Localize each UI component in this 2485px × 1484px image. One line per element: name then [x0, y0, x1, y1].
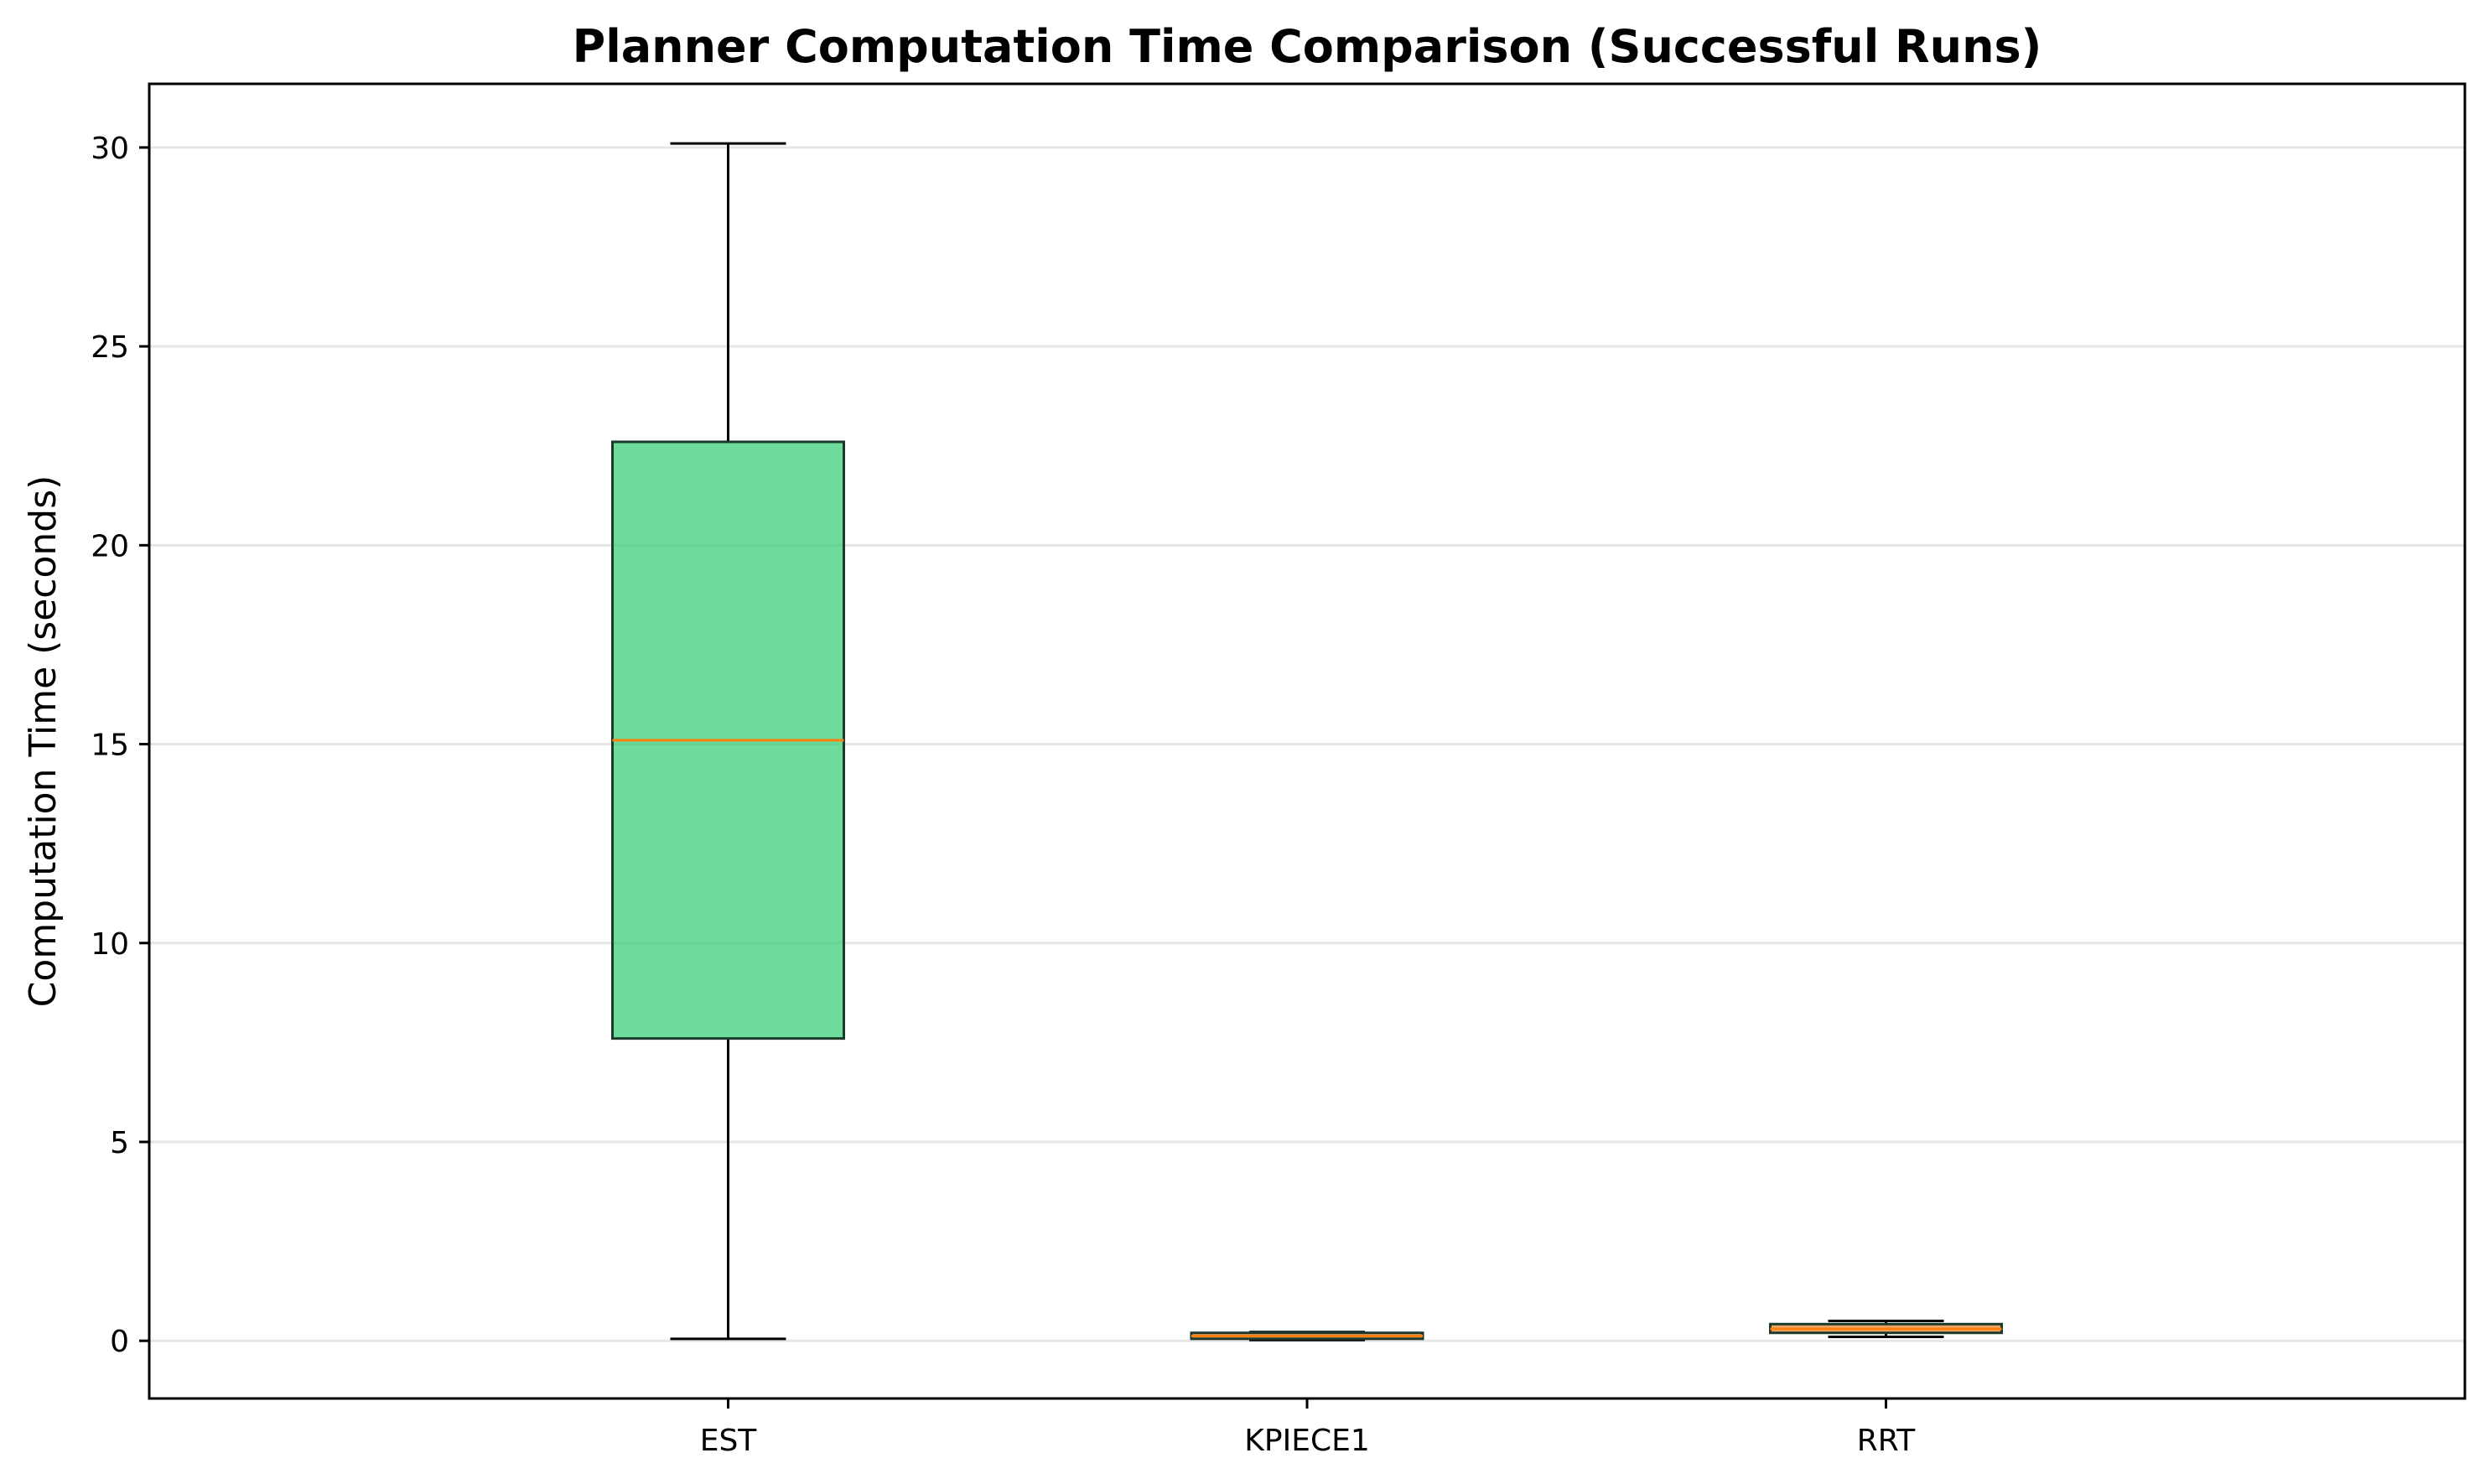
box-est	[611, 142, 845, 1341]
y-tick-label-30: 30	[91, 132, 129, 166]
y-tick-label-25: 25	[91, 330, 129, 365]
y-tick-label-20: 20	[91, 529, 129, 563]
y-tick-label-0: 0	[110, 1325, 129, 1359]
y-tick-label-5: 5	[110, 1126, 129, 1160]
x-tick-label-kpiece1: KPIECE1	[1244, 1424, 1369, 1458]
y-tick-label-10: 10	[91, 927, 129, 962]
plot-frame	[148, 82, 2467, 1400]
x-tick-label-est: EST	[700, 1424, 758, 1458]
grid-lines	[149, 146, 2465, 1342]
box-rrt	[1769, 1319, 2003, 1338]
x-axis-ticks: EST KPIECE1 RRT	[700, 1398, 1916, 1458]
box-plots	[611, 142, 2003, 1341]
chart-title: Planner Computation Time Comparison (Suc…	[573, 20, 2042, 73]
box-kpiece1	[1190, 1331, 1424, 1341]
y-axis-label: Computation Time (seconds)	[22, 475, 65, 1008]
y-axis-ticks: 0 5 10 15 20 25 30	[91, 132, 149, 1359]
x-tick-label-rrt: RRT	[1857, 1424, 1916, 1458]
y-tick-label-15: 15	[91, 729, 129, 763]
